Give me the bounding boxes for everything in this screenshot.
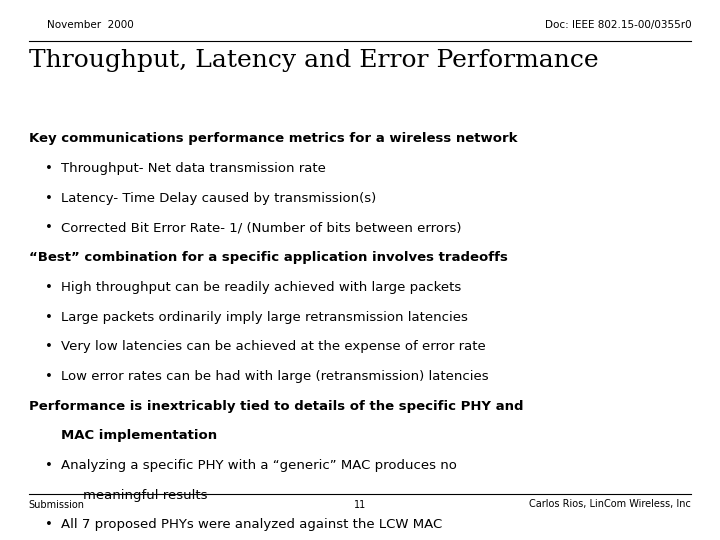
Text: meaningful results: meaningful results	[83, 489, 207, 502]
Text: High throughput can be readily achieved with large packets: High throughput can be readily achieved …	[61, 281, 462, 294]
Text: All 7 proposed PHYs were analyzed against the LCW MAC: All 7 proposed PHYs were analyzed agains…	[61, 518, 443, 531]
Text: Latency- Time Delay caused by transmission(s): Latency- Time Delay caused by transmissi…	[61, 192, 377, 205]
Text: •: •	[45, 281, 53, 294]
Text: •: •	[45, 192, 53, 205]
Text: •: •	[45, 459, 53, 472]
Text: 11: 11	[354, 500, 366, 510]
Text: Analyzing a specific PHY with a “generic” MAC produces no: Analyzing a specific PHY with a “generic…	[61, 459, 457, 472]
Text: •: •	[45, 221, 53, 234]
Text: Large packets ordinarily imply large retransmission latencies: Large packets ordinarily imply large ret…	[61, 310, 468, 323]
Text: •: •	[45, 310, 53, 323]
Text: Very low latencies can be achieved at the expense of error rate: Very low latencies can be achieved at th…	[61, 340, 486, 353]
Text: Submission: Submission	[29, 500, 85, 510]
Text: •: •	[45, 340, 53, 353]
Text: Throughput- Net data transmission rate: Throughput- Net data transmission rate	[61, 162, 326, 175]
Text: Corrected Bit Error Rate- 1/ (Number of bits between errors): Corrected Bit Error Rate- 1/ (Number of …	[61, 221, 462, 234]
Text: “Best” combination for a specific application involves tradeoffs: “Best” combination for a specific applic…	[29, 251, 508, 264]
Text: Throughput, Latency and Error Performance: Throughput, Latency and Error Performanc…	[29, 49, 598, 72]
Text: November  2000: November 2000	[47, 19, 133, 30]
Text: Key communications performance metrics for a wireless network: Key communications performance metrics f…	[29, 132, 517, 145]
Text: Performance is inextricably tied to details of the specific PHY and: Performance is inextricably tied to deta…	[29, 400, 523, 413]
Text: •: •	[45, 162, 53, 175]
Text: Doc: IEEE 802.15-00/0355r0: Doc: IEEE 802.15-00/0355r0	[544, 19, 691, 30]
Text: •: •	[45, 370, 53, 383]
Text: Carlos Rios, LinCom Wireless, Inc: Carlos Rios, LinCom Wireless, Inc	[529, 500, 691, 510]
Text: MAC implementation: MAC implementation	[61, 429, 217, 442]
Text: Low error rates can be had with large (retransmission) latencies: Low error rates can be had with large (r…	[61, 370, 489, 383]
Text: •: •	[45, 518, 53, 531]
